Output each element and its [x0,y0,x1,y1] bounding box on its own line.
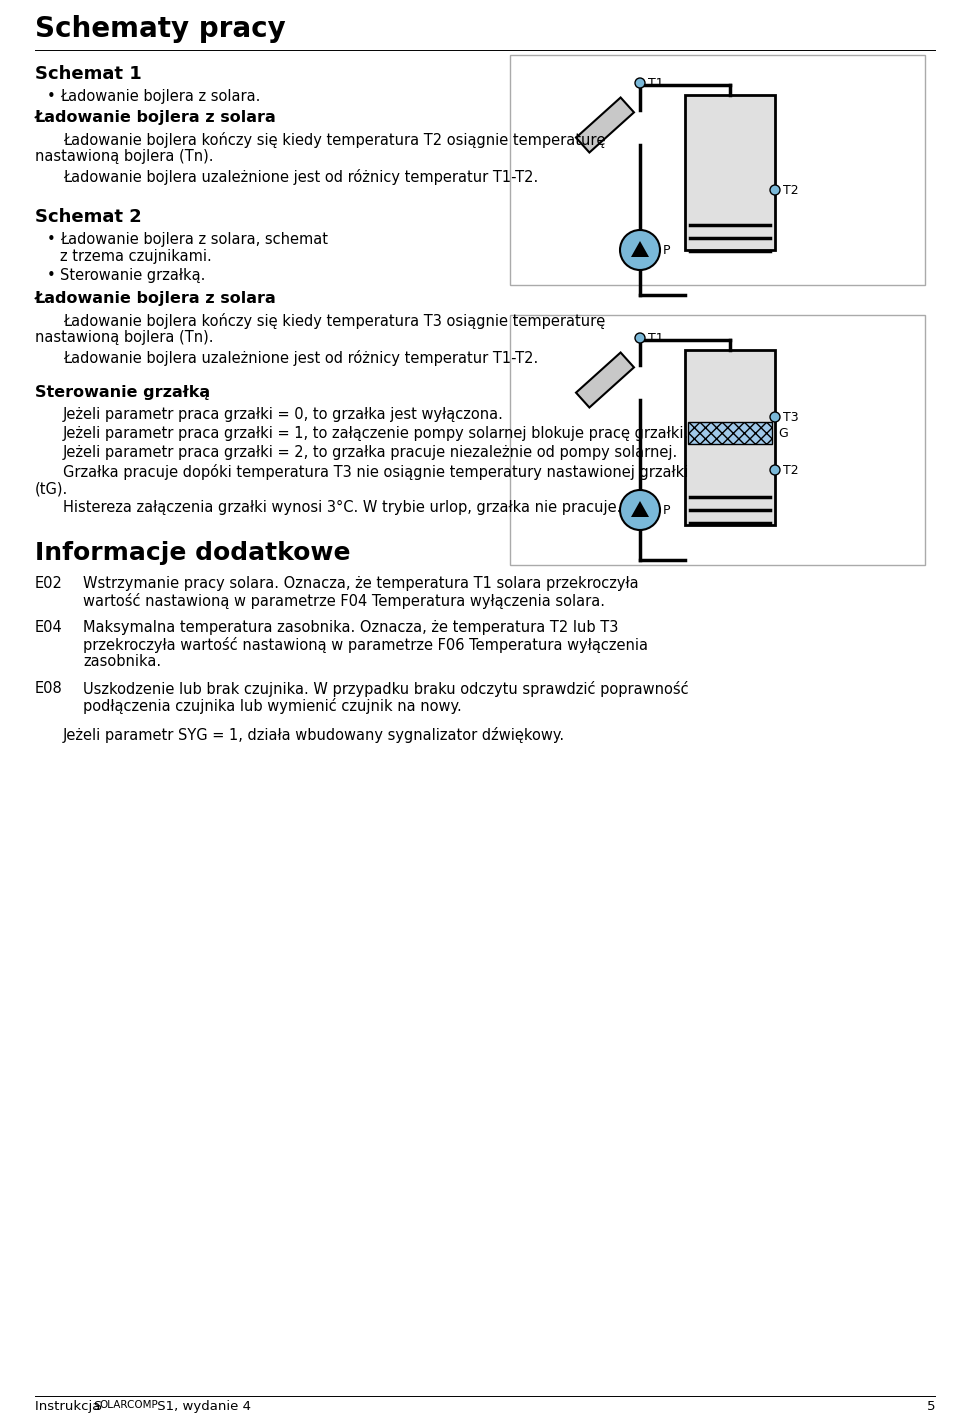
Text: Jeżeli parametr SYG = 1, działa wbudowany sygnalizator dźwiękowy.: Jeżeli parametr SYG = 1, działa wbudowan… [63,727,565,742]
Text: Grzałka pracuje dopóki temperatura T3 nie osiągnie temperatury nastawionej grzał: Grzałka pracuje dopóki temperatura T3 ni… [63,465,688,480]
Circle shape [770,465,780,475]
Text: podłączenia czujnika lub wymienić czujnik na nowy.: podłączenia czujnika lub wymienić czujni… [83,698,462,714]
Text: Sterowanie grzałką.: Sterowanie grzałką. [60,268,205,284]
Text: S: S [93,1399,101,1414]
Polygon shape [576,352,634,408]
Circle shape [620,229,660,269]
Text: Ładowanie bojlera z solara: Ładowanie bojlera z solara [35,110,276,125]
Text: •: • [47,232,56,247]
Text: Jeżeli parametr praca grzałki = 1, to załączenie pompy solarnej blokuje pracę gr: Jeżeli parametr praca grzałki = 1, to za… [63,426,689,440]
Circle shape [770,412,780,422]
Text: T1: T1 [648,77,663,90]
Text: Uszkodzenie lub brak czujnika. W przypadku braku odczytu sprawdzić poprawność: Uszkodzenie lub brak czujnika. W przypad… [83,681,688,697]
Bar [510,315,925,564]
Text: przekroczyła wartość nastawioną w parametrze F06 Temperatura wyłączenia: przekroczyła wartość nastawioną w parame… [83,637,648,653]
Circle shape [620,490,660,530]
Text: •: • [47,268,56,284]
Text: E04: E04 [35,620,62,636]
Text: Schematy pracy: Schematy pracy [35,16,286,43]
Text: Sterowanie grzałką: Sterowanie grzałką [35,385,210,400]
Bar [685,95,775,249]
Text: Ładowanie bojlera z solara.: Ładowanie bojlera z solara. [60,88,260,104]
Text: Wstrzymanie pracy solara. Oznacza, że temperatura T1 solara przekroczyła: Wstrzymanie pracy solara. Oznacza, że te… [83,576,638,591]
Bar [510,56,925,285]
Text: T2: T2 [783,463,799,476]
Text: Schemat 2: Schemat 2 [35,208,142,227]
Bar [685,351,775,524]
Text: •: • [47,88,56,104]
Bar [688,422,772,445]
Text: Ładowanie bojlera z solara, schemat: Ładowanie bojlera z solara, schemat [60,232,328,247]
Text: Ładowanie bojlera kończy się kiedy temperatura T2 osiągnie temperaturę: Ładowanie bojlera kończy się kiedy tempe… [63,133,606,148]
Text: Histereza załączenia grzałki wynosi 3°C. W trybie urlop, grzałka nie pracuje.: Histereza załączenia grzałki wynosi 3°C.… [63,500,621,514]
Circle shape [635,78,645,88]
Text: nastawioną bojlera (Тn).: nastawioną bojlera (Тn). [35,150,213,164]
Text: P: P [663,244,670,256]
Text: OLARCOMP: OLARCOMP [99,1399,157,1409]
Text: nastawioną bojlera (Тn).: nastawioną bojlera (Тn). [35,331,213,345]
Text: zasobnika.: zasobnika. [83,654,161,668]
Text: T3: T3 [783,410,799,423]
Circle shape [770,185,780,195]
Text: z trzema czujnikami.: z trzema czujnikami. [60,249,212,264]
Text: G: G [778,426,788,439]
Text: T1: T1 [648,332,663,345]
Text: Ładowanie bojlera uzależnione jest od różnicy temperatur T1-T2.: Ładowanie bojlera uzależnione jest od ró… [63,170,539,185]
Text: S1, wydanie 4: S1, wydanie 4 [153,1399,251,1414]
Text: Maksymalna temperatura zasobnika. Oznacza, że temperatura T2 lub T3: Maksymalna temperatura zasobnika. Oznacz… [83,620,618,636]
Text: 5: 5 [926,1399,935,1414]
Text: Schemat 1: Schemat 1 [35,66,142,83]
Text: Instrukcja: Instrukcja [35,1399,105,1414]
Text: E02: E02 [35,576,62,591]
Text: wartość nastawioną w parametrze F04 Temperatura wyłączenia solara.: wartość nastawioną w parametrze F04 Temp… [83,593,605,608]
Text: Ładowanie bojlera uzależnione jest od różnicy temperatur T1-T2.: Ładowanie bojlera uzależnione jest od ró… [63,351,539,366]
Text: P: P [663,503,670,516]
Text: E08: E08 [35,681,62,695]
Polygon shape [631,241,649,256]
Polygon shape [631,502,649,517]
Text: Ładowanie bojlera kończy się kiedy temperatura T3 osiągnie temperaturę: Ładowanie bojlera kończy się kiedy tempe… [63,314,605,329]
Text: Jeżeli parametr praca grzałki = 0, to grzałka jest wyłączona.: Jeżeli parametr praca grzałki = 0, to gr… [63,408,504,422]
Text: T2: T2 [783,184,799,197]
Text: Ładowanie bojlera z solara: Ładowanie bojlera z solara [35,291,276,306]
Circle shape [635,333,645,343]
Text: (tG).: (tG). [35,482,68,496]
Polygon shape [576,97,634,152]
Text: Jeżeli parametr praca grzałki = 2, to grzałka pracuje niezależnie od pompy solar: Jeżeli parametr praca grzałki = 2, to gr… [63,445,679,460]
Text: Informacje dodatkowe: Informacje dodatkowe [35,542,350,564]
